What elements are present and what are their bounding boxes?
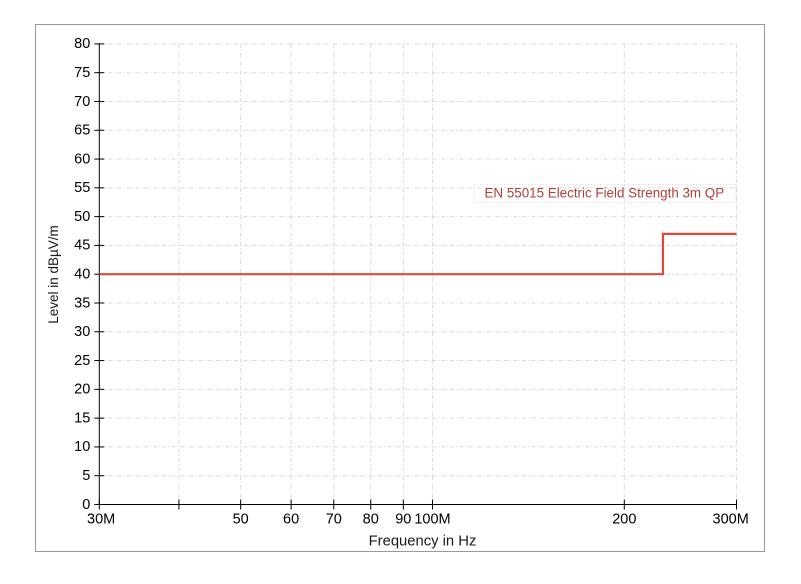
svg-text:90: 90 xyxy=(395,512,411,528)
svg-text:Frequency in Hz: Frequency in Hz xyxy=(369,534,477,550)
svg-text:55: 55 xyxy=(74,180,90,196)
svg-text:60: 60 xyxy=(74,151,90,167)
svg-text:15: 15 xyxy=(74,410,90,426)
svg-text:100M: 100M xyxy=(414,512,450,528)
svg-text:EN 55015 Electric Field Streng: EN 55015 Electric Field Strength 3m QP xyxy=(485,185,725,200)
svg-text:25: 25 xyxy=(74,353,90,369)
svg-text:50: 50 xyxy=(233,512,249,528)
svg-text:75: 75 xyxy=(74,65,90,81)
svg-text:10: 10 xyxy=(74,439,90,455)
svg-text:20: 20 xyxy=(74,382,90,398)
svg-text:40: 40 xyxy=(74,267,90,283)
svg-text:30: 30 xyxy=(74,324,90,340)
svg-text:200: 200 xyxy=(612,512,636,528)
svg-text:5: 5 xyxy=(82,468,90,484)
svg-text:60: 60 xyxy=(283,512,299,528)
svg-text:65: 65 xyxy=(74,123,90,139)
svg-text:70: 70 xyxy=(326,512,342,528)
svg-text:45: 45 xyxy=(74,238,90,254)
svg-text:80: 80 xyxy=(74,36,90,52)
svg-text:30M: 30M xyxy=(87,512,115,528)
svg-text:Level in dBµV/m: Level in dBµV/m xyxy=(46,225,61,324)
svg-text:70: 70 xyxy=(74,94,90,110)
svg-text:35: 35 xyxy=(74,295,90,311)
svg-text:300M: 300M xyxy=(713,512,749,528)
svg-text:50: 50 xyxy=(74,209,90,225)
svg-text:80: 80 xyxy=(363,512,379,528)
svg-text:0: 0 xyxy=(82,497,90,513)
